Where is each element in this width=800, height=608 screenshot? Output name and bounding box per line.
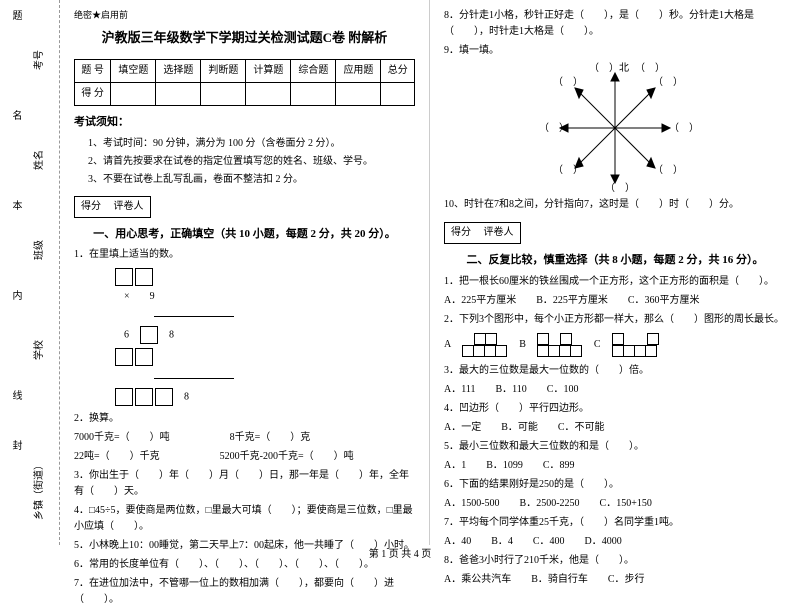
grader-label: 评卷人 — [114, 201, 144, 212]
column-left: 绝密★启用前 沪教版三年级数学下学期过关检测试题C卷 附解析 题 号 填空题 选… — [60, 0, 430, 545]
s1-q1: 1．在里填上适当的数。 — [74, 247, 415, 263]
exam-title: 沪教版三年级数学下学期过关检测试题C卷 附解析 — [74, 28, 415, 49]
score-entry-box-2: 得分 评卷人 — [444, 222, 521, 244]
s2-q5: 5．最小三位数和最大三位数的和是（ ）。 — [444, 439, 786, 455]
score-r-7 — [381, 83, 415, 106]
s2-q7: 7．平均每个同学体重25千克，（ ）名同学重1吨。 — [444, 515, 786, 531]
score-r-1 — [111, 83, 156, 106]
shape-a — [463, 334, 507, 357]
s1-q3: 3．你出生于（ ）年（ ）月（ ）日，那一年是（ ）年，全年有（ ）天。 — [74, 468, 415, 500]
margin-dash-1: 题 — [8, 10, 23, 20]
north-label: 北 — [619, 61, 629, 77]
shape-a-label: A — [444, 337, 451, 353]
margin-dash-3: 本 — [8, 200, 23, 210]
margin-field-name: 姓名 — [30, 150, 45, 170]
s2-q3o: A．111 B．110 C．100 — [444, 382, 786, 398]
s1-q2: 2．换算。 — [74, 411, 415, 427]
mult-figure: × 9 6 8 8 — [114, 267, 415, 407]
margin-dash-4: 内 — [8, 290, 23, 300]
d8: 8 — [169, 330, 174, 341]
margin-field-id: 考号 — [30, 50, 45, 70]
score-h-5: 综合题 — [291, 60, 336, 83]
shape-c — [613, 334, 659, 357]
times-sign: × — [124, 291, 130, 302]
score-r-2 — [156, 83, 201, 106]
shape-b-label: B — [519, 337, 526, 353]
score-r-5 — [291, 83, 336, 106]
content-area: 绝密★启用前 沪教版三年级数学下学期过关检测试题C卷 附解析 题 号 填空题 选… — [60, 0, 800, 545]
margin-field-school: 学校 — [30, 340, 45, 360]
s1-q9: 9．填一填。 — [444, 43, 786, 59]
notice-2: 2、请首先按要求在试卷的指定位置填写您的姓名、班级、学号。 — [88, 154, 415, 170]
margin-dash-5: 线 — [8, 390, 23, 400]
nine: 9 — [150, 291, 155, 302]
score-r-4 — [246, 83, 291, 106]
s2-q8: 8．爸爸3小时行了210千米，他是（ ）。 — [444, 553, 786, 569]
s2-q6o: A．1500-500 B．2500-2250 C．150+150 — [444, 496, 786, 512]
score-table: 题 号 填空题 选择题 判断题 计算题 综合题 应用题 总分 得 分 — [74, 59, 415, 106]
s1-q2b: 22吨=（ ）千克 5200千克-200千克=（ ）吨 — [74, 449, 415, 465]
s2-q8o: A．乘公共汽车 B．骑自行车 C．步行 — [444, 572, 786, 588]
s1-q5: 5．小林晚上10：00睡觉，第二天早上7：00起床，他一共睡了（ ）小时。 — [74, 538, 415, 554]
notice-title: 考试须知： — [74, 114, 415, 132]
score-r-0: 得 分 — [75, 83, 111, 106]
score-r-3 — [201, 83, 246, 106]
margin-field-class: 班级 — [30, 240, 45, 260]
section2-title: 二、反复比较，慎重选择（共 8 小题，每题 2 分，共 16 分）。 — [444, 252, 786, 270]
s2-q3: 3．最大的三位数是最大一位数的（ ）倍。 — [444, 363, 786, 379]
s1-q4: 4．□45÷5，要使商是两位数，□里最大可填（ ）；要使商是三位数，□里最小应填… — [74, 503, 415, 535]
s2-q4: 4．凹边形（ ）平行四边形。 — [444, 401, 786, 417]
secret-label: 绝密★启用前 — [74, 8, 415, 22]
s2-q1o: A．225平方厘米 B．225平方厘米 C．360平方厘米 — [444, 293, 786, 309]
score-h-2: 选择题 — [156, 60, 201, 83]
s1-q8: 8．分针走1小格，秒针正好走（ ），是（ ）秒。分针走1大格是（ ），时针走1大… — [444, 8, 786, 40]
score-h-7: 总分 — [381, 60, 415, 83]
s2-q2: 2．下列3个图形中，每个小正方形都一样大，那么（ ）图形的周长最长。 — [444, 312, 786, 328]
s2-q1: 1．把一根长60厘米的铁丝围成一个正方形，这个正方形的面积是（ ）。 — [444, 274, 786, 290]
s1-q2a: 7000千克=（ ）吨 8千克=（ ）克 — [74, 430, 415, 446]
shape-b — [538, 334, 582, 357]
notice-list: 1、考试时间：90 分钟，满分为 100 分（含卷面分 2 分）。 2、请首先按… — [74, 136, 415, 188]
s2-q6: 6．下面的结果刚好是250的是（ ）。 — [444, 477, 786, 493]
margin-field-town: 乡镇（街道） — [30, 460, 45, 520]
section1-title: 一、用心思考，正确填空（共 10 小题，每题 2 分，共 20 分）。 — [74, 226, 415, 244]
score-label: 得分 — [81, 201, 101, 212]
grader-label-2: 评卷人 — [484, 227, 514, 238]
s1-q7: 7．在进位加法中，不管哪一位上的数相加满（ ），都要向（ ）进（ ）。 — [74, 576, 415, 608]
s1-q6: 6．常用的长度单位有（ ）、（ ）、（ ）、（ ）、（ ）。 — [74, 557, 415, 573]
d6: 6 — [124, 330, 129, 341]
d8b: 8 — [184, 392, 189, 403]
score-h-3: 判断题 — [201, 60, 246, 83]
shape-c-label: C — [594, 337, 601, 353]
binding-margin: 题 考号 名 姓名 本 班级 内 学校 线 封 乡镇（街道） — [0, 0, 60, 545]
margin-dash-2: 名 — [8, 110, 23, 120]
compass-figure: （ ） 北 （ ） （ ） （ ） （ ） （ ） （ ） （ ） （ ） — [545, 63, 685, 193]
score-h-4: 计算题 — [246, 60, 291, 83]
s2-q4o: A．一定 B．可能 C．不可能 — [444, 420, 786, 436]
s2-q7o: A．40 B．4 C．400 D．4000 — [444, 534, 786, 550]
score-h-1: 填空题 — [111, 60, 156, 83]
score-h-0: 题 号 — [75, 60, 111, 83]
score-label-2: 得分 — [451, 227, 471, 238]
notice-3: 3、不要在试卷上乱写乱画，卷面不整洁扣 2 分。 — [88, 172, 415, 188]
s1-q10: 10、时针在7和8之间，分针指向7，这时是（ ）时（ ）分。 — [444, 197, 786, 213]
score-r-6 — [336, 83, 381, 106]
column-right: 8．分针走1小格，秒针正好走（ ），是（ ）秒。分针走1大格是（ ），时针走1大… — [430, 0, 800, 545]
margin-dash-6: 封 — [8, 440, 23, 450]
score-entry-box: 得分 评卷人 — [74, 196, 151, 218]
notice-1: 1、考试时间：90 分钟，满分为 100 分（含卷面分 2 分）。 — [88, 136, 415, 152]
s2-q5o: A．1 B．1099 C．899 — [444, 458, 786, 474]
shapes-row: A B C — [444, 334, 786, 357]
score-h-6: 应用题 — [336, 60, 381, 83]
